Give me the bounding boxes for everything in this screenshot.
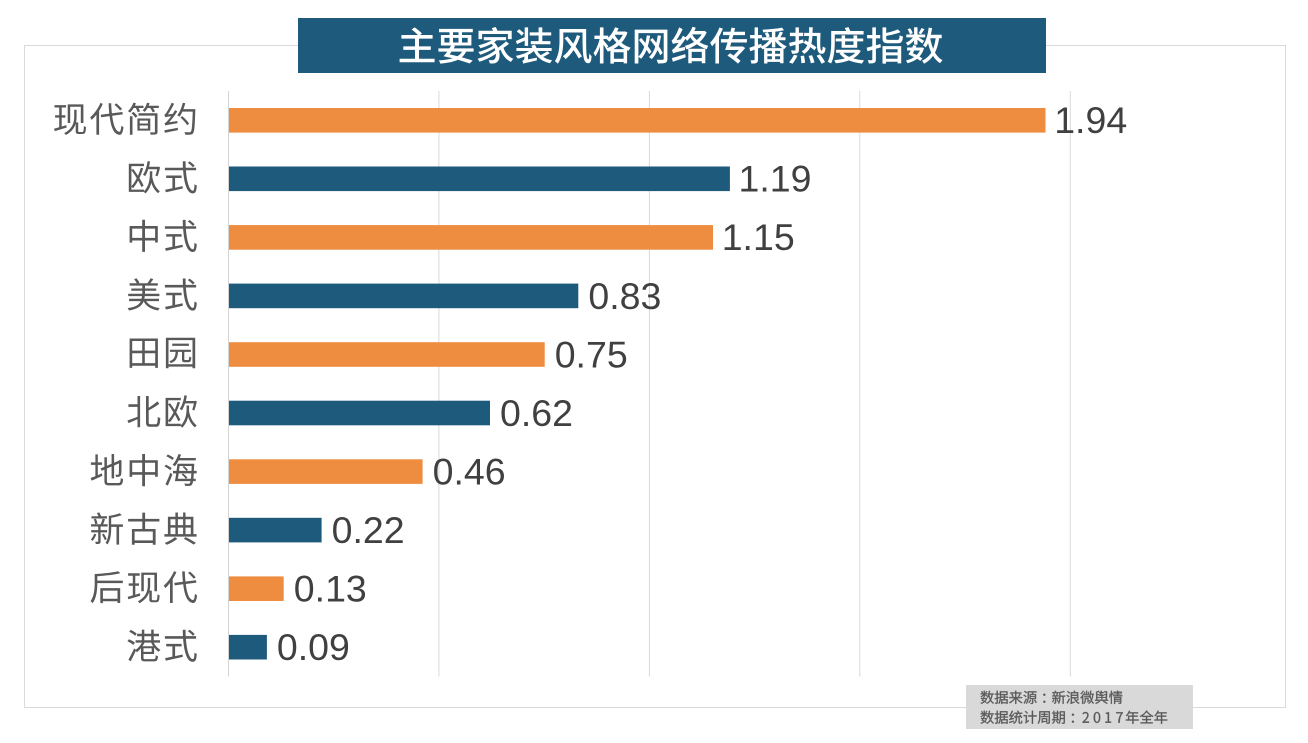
svg-text:1.19: 1.19: [739, 158, 812, 200]
svg-text:1.15: 1.15: [722, 216, 795, 258]
svg-text:0.13: 0.13: [294, 568, 367, 610]
svg-text:0.62: 0.62: [500, 392, 573, 434]
svg-text:0.46: 0.46: [433, 451, 506, 493]
svg-text:0.83: 0.83: [588, 275, 661, 317]
svg-text:0.75: 0.75: [555, 333, 628, 375]
svg-text:0.09: 0.09: [277, 626, 350, 668]
svg-text:0.22: 0.22: [332, 509, 405, 551]
svg-text:1.94: 1.94: [1054, 99, 1127, 141]
